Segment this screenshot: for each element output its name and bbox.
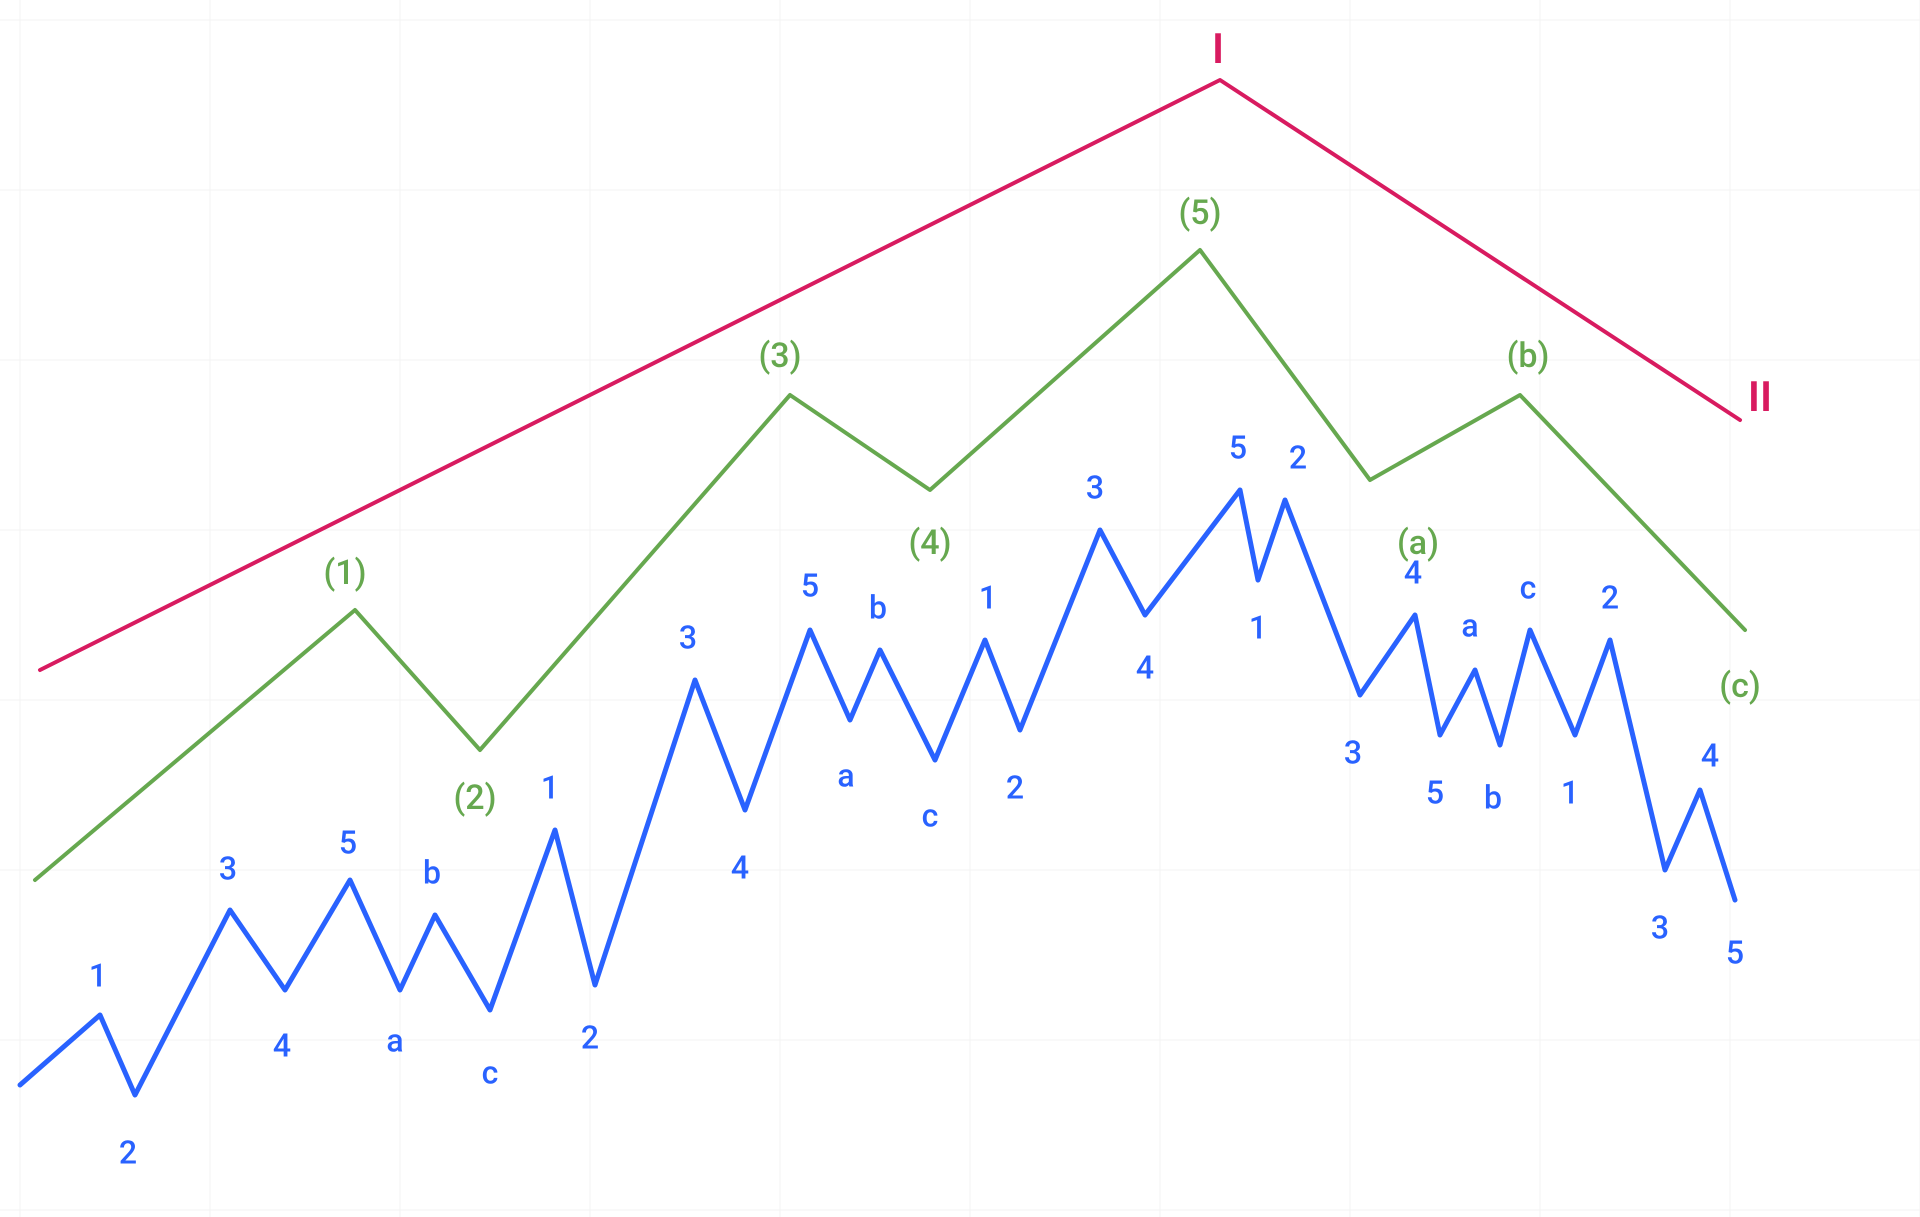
- blue-polyline: [20, 490, 1735, 1095]
- blue-label: 2: [1601, 578, 1619, 616]
- green-label: (1): [324, 553, 367, 593]
- blue-wave: [20, 490, 1735, 1095]
- green-label: (c): [1719, 666, 1760, 706]
- blue-label: c: [922, 796, 939, 834]
- elliott-wave-chart: (1)(2)(3)(4)(5)(a)(b)(c) III 12345abc123…: [0, 0, 1920, 1217]
- blue-label: 4: [731, 848, 749, 886]
- blue-label: 3: [1344, 733, 1362, 771]
- labels-green: (1)(2)(3)(4)(5)(a)(b)(c): [324, 193, 1761, 818]
- blue-label: 4: [273, 1026, 291, 1064]
- green-label: (2): [454, 778, 497, 818]
- blue-label: 3: [1086, 468, 1104, 506]
- blue-label: 2: [119, 1133, 137, 1171]
- blue-label: c: [1520, 568, 1537, 606]
- red-label: I: [1212, 25, 1224, 74]
- blue-label: 4: [1136, 648, 1154, 686]
- blue-label: 2: [1006, 768, 1024, 806]
- blue-label: b: [423, 853, 441, 891]
- blue-label: 5: [339, 823, 357, 861]
- blue-label: 1: [89, 956, 107, 994]
- blue-label: 1: [1561, 773, 1579, 811]
- blue-label: 3: [679, 618, 697, 656]
- red-label: II: [1748, 373, 1772, 422]
- blue-label: a: [386, 1021, 403, 1059]
- blue-label: 1: [1249, 608, 1267, 646]
- labels-red: III: [1212, 25, 1772, 422]
- red-wave: [40, 80, 1740, 670]
- blue-label: 4: [1404, 553, 1422, 591]
- blue-label: c: [482, 1053, 499, 1091]
- green-label: (4): [909, 523, 952, 563]
- blue-label: 5: [801, 566, 819, 604]
- blue-label: b: [1484, 778, 1502, 816]
- blue-label: b: [869, 588, 887, 626]
- blue-label: 3: [219, 849, 237, 887]
- red-polyline: [40, 80, 1740, 670]
- blue-label: a: [1461, 606, 1478, 644]
- blue-label: a: [837, 756, 854, 794]
- green-label: (5): [1179, 193, 1222, 233]
- blue-label: 3: [1651, 908, 1669, 946]
- blue-label: 2: [1289, 438, 1307, 476]
- blue-label: 4: [1701, 736, 1719, 774]
- blue-label: 2: [581, 1018, 599, 1056]
- blue-label: 5: [1229, 428, 1247, 466]
- blue-label: 1: [541, 768, 559, 806]
- green-label: (3): [759, 336, 802, 376]
- blue-label: 5: [1726, 933, 1744, 971]
- blue-label: 1: [979, 578, 997, 616]
- blue-label: 5: [1426, 773, 1444, 811]
- green-label: (b): [1507, 336, 1550, 376]
